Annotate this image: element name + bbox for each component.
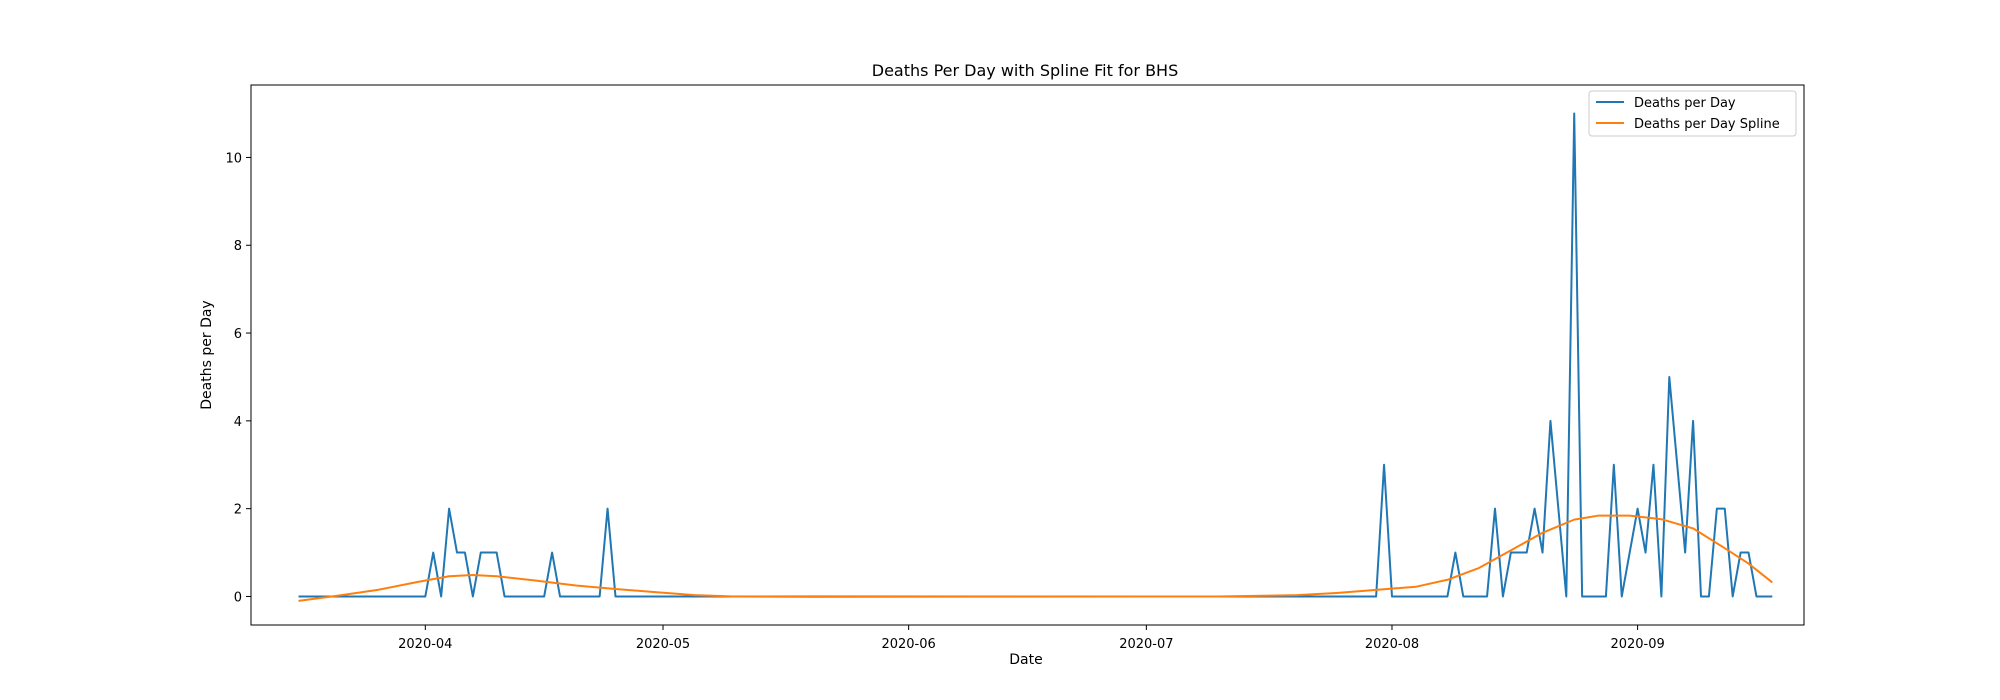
legend-label-deaths: Deaths per Day bbox=[1634, 96, 1736, 111]
legend-label-spline: Deaths per Day Spline bbox=[1634, 117, 1780, 132]
legend: Deaths per Day Deaths per Day Spline bbox=[1588, 90, 1797, 137]
y-tick-label: 10 bbox=[225, 151, 242, 166]
series-line-deaths bbox=[298, 112, 1773, 598]
x-tick-label: 2020-05 bbox=[636, 637, 690, 652]
y-axis-label: Deaths per Day bbox=[199, 300, 215, 409]
y-tick-label: 0 bbox=[234, 590, 242, 605]
chart-title: Deaths Per Day with Spline Fit for BHS bbox=[872, 61, 1178, 80]
x-axis: 2020-04 2020-05 2020-06 2020-07 2020-08 2020-… bbox=[398, 625, 1665, 652]
x-axis-label: Date bbox=[1009, 652, 1042, 668]
y-tick-label: 2 bbox=[234, 503, 242, 518]
plot-lines bbox=[298, 112, 1773, 602]
x-tick-label: 2020-09 bbox=[1610, 637, 1664, 652]
plot-area-frame bbox=[250, 84, 1805, 626]
x-tick-label: 2020-04 bbox=[398, 637, 452, 652]
x-tick-label: 2020-07 bbox=[1119, 637, 1173, 652]
series-line-spline bbox=[298, 514, 1773, 602]
y-tick-label: 6 bbox=[234, 327, 242, 342]
x-tick-label: 2020-06 bbox=[881, 637, 935, 652]
y-tick-label: 8 bbox=[234, 239, 242, 254]
y-tick-label: 4 bbox=[234, 415, 242, 430]
legend-frame bbox=[1588, 90, 1797, 137]
x-tick-label: 2020-08 bbox=[1365, 637, 1419, 652]
y-axis: 0 2 4 6 8 10 bbox=[225, 151, 251, 605]
